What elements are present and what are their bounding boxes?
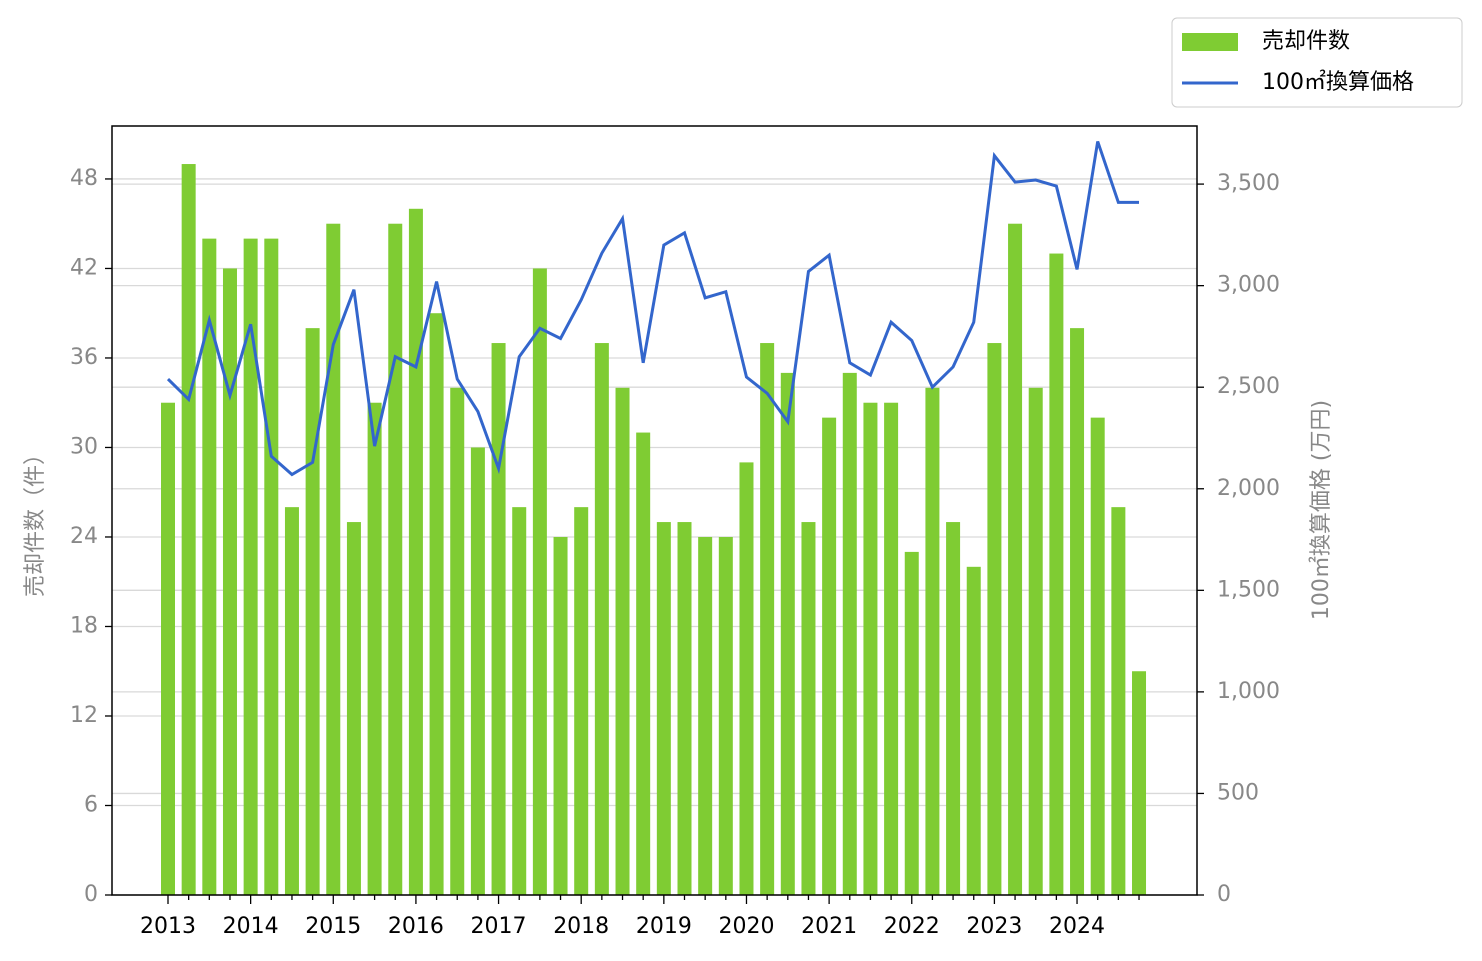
bar bbox=[450, 387, 465, 895]
x-tick-label: 2014 bbox=[223, 914, 279, 939]
y2-tick-label: 1,000 bbox=[1217, 679, 1280, 704]
bar bbox=[739, 462, 754, 895]
x-tick-label: 2021 bbox=[801, 914, 857, 939]
bar bbox=[1049, 253, 1064, 895]
x-tick-label: 2020 bbox=[718, 914, 774, 939]
y-tick-label: 12 bbox=[70, 703, 98, 728]
bar bbox=[326, 223, 341, 896]
bar bbox=[429, 313, 444, 895]
bar bbox=[904, 551, 919, 895]
bar bbox=[491, 343, 506, 896]
bar bbox=[780, 372, 795, 895]
bar bbox=[677, 522, 692, 895]
y2-tick-label: 500 bbox=[1217, 780, 1259, 805]
bar bbox=[760, 343, 775, 896]
legend-swatch bbox=[1182, 33, 1238, 51]
bar bbox=[470, 447, 485, 895]
y-tick-label: 0 bbox=[84, 882, 98, 907]
y-tick-label: 24 bbox=[70, 524, 98, 549]
bar bbox=[346, 522, 361, 895]
y2-tick-label: 2,000 bbox=[1217, 476, 1280, 501]
x-tick-label: 2015 bbox=[305, 914, 361, 939]
y-tick-label: 30 bbox=[70, 434, 98, 459]
bar bbox=[884, 402, 899, 895]
x-tick-label: 2018 bbox=[553, 914, 609, 939]
bar bbox=[1028, 387, 1043, 895]
bar bbox=[801, 522, 816, 895]
legend-label: 売却件数 bbox=[1262, 29, 1350, 54]
bar bbox=[408, 208, 423, 896]
bar bbox=[636, 432, 651, 895]
bar bbox=[1008, 223, 1023, 896]
x-tick-label: 2024 bbox=[1049, 914, 1105, 939]
y2-tick-label: 3,000 bbox=[1217, 273, 1280, 298]
bar bbox=[925, 387, 940, 895]
y2-tick-label: 0 bbox=[1217, 882, 1231, 907]
bar bbox=[863, 402, 878, 895]
bar bbox=[966, 566, 981, 895]
bar bbox=[574, 507, 589, 895]
y2-tick-label: 3,500 bbox=[1217, 171, 1280, 196]
bar bbox=[532, 268, 547, 895]
bar bbox=[222, 268, 237, 895]
x-tick-label: 2019 bbox=[636, 914, 692, 939]
bar bbox=[987, 343, 1002, 896]
y-axis-label: 売却件数（件） bbox=[23, 443, 48, 597]
y-tick-label: 36 bbox=[70, 345, 98, 370]
y-tick-label: 42 bbox=[70, 255, 98, 280]
x-tick-label: 2023 bbox=[966, 914, 1022, 939]
bar bbox=[656, 522, 671, 895]
y2-axis-label: 100㎡換算価格 (万円) bbox=[1308, 400, 1334, 620]
bar bbox=[243, 238, 258, 895]
legend-label: 100㎡換算価格 bbox=[1262, 69, 1414, 95]
x-tick-label: 2016 bbox=[388, 914, 444, 939]
bar bbox=[946, 522, 961, 895]
bar bbox=[615, 387, 630, 895]
bar bbox=[822, 417, 837, 895]
bar bbox=[202, 238, 217, 895]
x-tick-label: 2017 bbox=[471, 914, 527, 939]
bar bbox=[305, 328, 320, 895]
y2-tick-label: 2,500 bbox=[1217, 374, 1280, 399]
y-tick-label: 18 bbox=[70, 613, 98, 638]
bar bbox=[1111, 507, 1126, 895]
y-tick-label: 6 bbox=[84, 792, 98, 817]
bar bbox=[181, 164, 196, 895]
bar bbox=[698, 536, 713, 895]
y-tick-label: 48 bbox=[70, 166, 98, 191]
bar bbox=[367, 402, 382, 895]
plot-frame bbox=[111, 125, 1198, 896]
line bbox=[166, 140, 1140, 477]
bar bbox=[1132, 671, 1147, 895]
legend-box bbox=[1171, 17, 1463, 108]
y2-tick-label: 1,500 bbox=[1217, 577, 1280, 602]
x-tick-label: 2013 bbox=[140, 914, 196, 939]
bar bbox=[842, 372, 857, 895]
bar bbox=[553, 536, 568, 895]
bar bbox=[594, 343, 609, 896]
bar bbox=[1070, 328, 1085, 895]
bar bbox=[718, 536, 733, 895]
bar bbox=[284, 507, 299, 895]
bar bbox=[388, 223, 403, 896]
bar bbox=[264, 238, 279, 895]
bar bbox=[1090, 417, 1105, 895]
bar bbox=[512, 507, 527, 895]
x-tick-label: 2022 bbox=[884, 914, 940, 939]
bar bbox=[161, 402, 175, 895]
